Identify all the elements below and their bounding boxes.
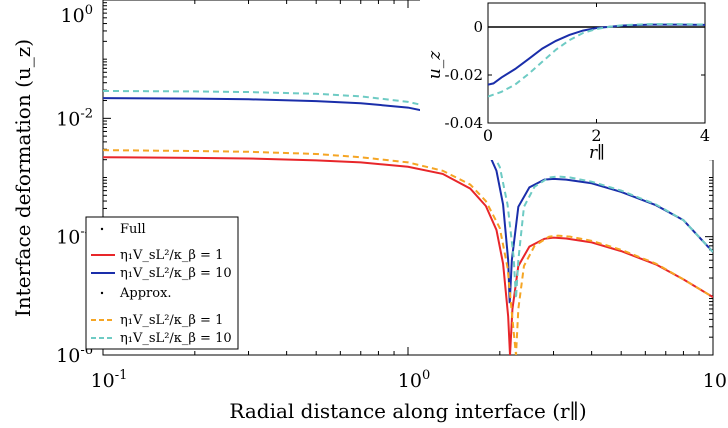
inset-chart: 0 2 4 0 -0.02 -0.04 r∥ u_z <box>420 0 722 163</box>
legend-approx-marker <box>100 291 104 295</box>
inset-x-tick-label: 0 <box>483 126 493 145</box>
inset-y-tick-label: -0.04 <box>445 114 483 132</box>
main-plot-series <box>103 89 713 355</box>
y-axis-label: Interface deformation (u_z) <box>11 39 35 317</box>
legend-full-label: Full <box>120 222 146 237</box>
x-tick-label: 100 <box>398 368 430 392</box>
y-tick-label: 10-6 <box>56 343 93 367</box>
legend-full-1-label: η₁V_sL²/κ_β = 1 <box>120 248 223 263</box>
series-full-1 <box>103 156 713 355</box>
inset-tick-labels: 0 2 4 0 -0.02 -0.04 <box>445 18 711 145</box>
inset-x-tick-label: 2 <box>591 126 601 145</box>
legend: Full η₁V_sL²/κ_β = 1 η₁V_sL²/κ_β = 10 Ap… <box>85 216 239 350</box>
y-tick-label: 10-2 <box>56 106 93 130</box>
series-approx-10 <box>103 89 713 299</box>
inset-x-tick-label: 4 <box>700 126 710 145</box>
series-full-10 <box>103 97 713 304</box>
inset-y-tick-label: 0 <box>473 18 483 36</box>
y-tick-label: 100 <box>61 3 93 27</box>
inset-y-tick-label: -0.02 <box>445 66 483 84</box>
legend-full-marker <box>100 227 104 231</box>
legend-full-10-label: η₁V_sL²/κ_β = 10 <box>120 266 232 281</box>
inset-x-axis-label: r∥ <box>589 143 605 163</box>
legend-approx-1-label: η₁V_sL²/κ_β = 1 <box>120 313 223 328</box>
x-tick-label: 101 <box>703 368 728 392</box>
legend-approx-label: Approx. <box>119 286 172 301</box>
x-tick-label: 10-1 <box>91 368 128 392</box>
series-approx-1 <box>103 149 713 355</box>
legend-approx-10-label: η₁V_sL²/κ_β = 10 <box>120 331 232 346</box>
inset-series-approx-10 <box>488 23 705 98</box>
x-axis-label: Radial distance along interface (r∥) <box>229 399 586 423</box>
inset-plot-series <box>488 23 705 98</box>
legend-box <box>85 216 239 350</box>
inset-y-axis-label: u_z <box>425 50 445 79</box>
